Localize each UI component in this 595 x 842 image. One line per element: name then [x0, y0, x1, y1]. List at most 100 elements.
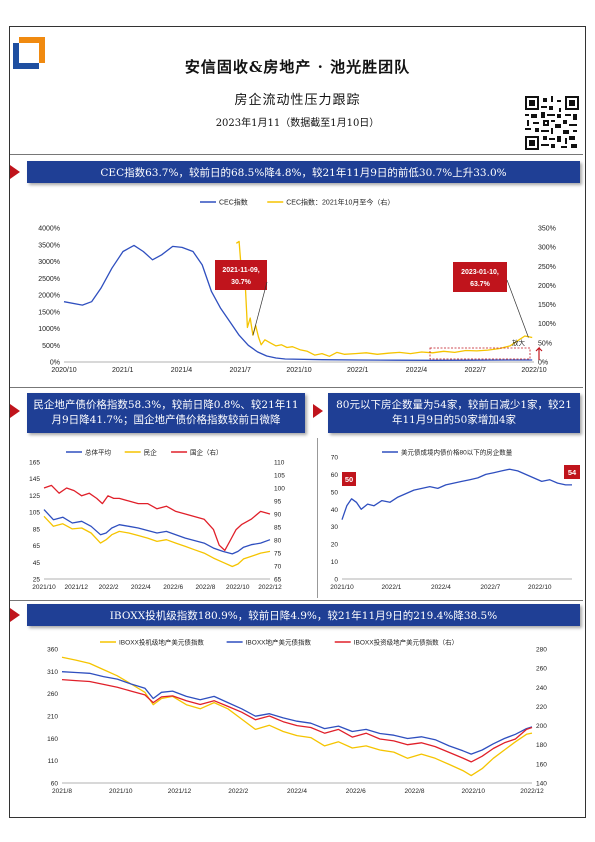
vertical-divider: [317, 438, 318, 598]
y-left-tick-label: 60: [51, 781, 59, 788]
y-right-tick-label: 85: [274, 525, 282, 532]
y-right-tick-label: 80: [274, 538, 282, 545]
cec-chart: 0% 500% 1000% 1500% 2000% 2500% 3000% 3500% 4000…: [38, 198, 556, 375]
legend-entry: 美元债成境内债价格80以下的房企数量: [401, 448, 513, 457]
callout-box: [564, 465, 580, 479]
x-tick-label: 2022/12: [520, 788, 544, 795]
x-tick-label: 2021/12: [65, 584, 89, 591]
x-tick-label: 2022/7: [480, 584, 500, 591]
x-tick-label: 2022/10: [462, 788, 486, 795]
y-left-tick-label: 3000%: [38, 259, 60, 266]
x-tick-label: 2022/6: [346, 788, 366, 795]
y-right-tick-label: 200%: [538, 283, 556, 290]
callout-leader: [506, 279, 529, 338]
report-date: 2023年1月11（数据截至1月10日）: [215, 118, 380, 129]
y-right-tick-label: 160: [536, 761, 547, 768]
banner-count: 80元以下房企数量为54家，较前日减少1家，较21年11月9日的50家增加4家: [328, 393, 580, 433]
qr-code: [525, 96, 579, 150]
y-right-tick-label: 140: [536, 781, 547, 788]
zoom-label: 放大: [512, 338, 526, 347]
y-right-tick-label: 200: [536, 723, 547, 730]
x-tick-label: 2021/10: [32, 584, 56, 591]
legend-entry: IBOXX投资级地产美元债指数（右）: [354, 638, 458, 647]
x-tick-label: 2022/8: [195, 584, 215, 591]
callout-value: 54: [568, 468, 577, 477]
x-tick-label: 2022/10: [521, 367, 546, 374]
x-tick-label: 2022/8: [405, 788, 425, 795]
y-right-tick-label: 100: [274, 486, 285, 493]
y-left-tick-label: 50: [331, 489, 339, 496]
banner-private: 民企地产债价格指数58.3%，较前日降0.8%、较21年11月9日降41.7%；…: [27, 393, 305, 433]
callout-leader: [252, 281, 268, 336]
y-left-tick-label: 0: [334, 577, 338, 584]
callout-value: 50: [345, 475, 353, 484]
y-left-tick-label: 145: [29, 476, 40, 483]
series-line: [43, 484, 271, 552]
y-right-tick-label: 220: [536, 704, 547, 711]
y-left-tick-label: 1000%: [38, 326, 60, 333]
series-line: [235, 240, 533, 357]
y-right-tick-label: 0%: [538, 360, 548, 367]
y-left-tick-label: 65: [33, 543, 41, 550]
y-left-tick-label: 310: [47, 669, 58, 676]
legend-entry: 民企: [144, 448, 158, 457]
y-left-tick-label: 210: [47, 714, 58, 721]
section-arrow-cec: [10, 165, 20, 179]
y-right-tick-label: 50%: [538, 340, 552, 347]
brand-logo: [13, 37, 45, 69]
y-left-tick-label: 85: [33, 526, 41, 533]
callout-box: [453, 262, 507, 292]
y-right-tick-label: 180: [536, 742, 547, 749]
y-left-tick-label: 10: [331, 559, 339, 566]
y-right-tick-label: 70: [274, 564, 282, 571]
y-left-tick-label: 160: [47, 736, 58, 743]
x-tick-label: 2021/12: [168, 788, 192, 795]
legend-entry: CEC指数：2021年10月至今（右）: [286, 198, 394, 207]
callout-date: 2023-01-10,: [461, 269, 499, 276]
y-left-tick-label: 20: [331, 542, 339, 549]
y-right-tick-label: 105: [274, 473, 285, 480]
y-left-tick-label: 3500%: [38, 242, 60, 249]
section-arrow-count: [313, 404, 323, 418]
x-tick-label: 2021/1: [112, 367, 134, 374]
x-tick-label: 2021/10: [330, 584, 354, 591]
y-left-tick-label: 1500%: [38, 309, 60, 316]
company-count-chart: 0 10 20 30 40 50 60 70 2021/10 2022/1 2022/4 2022/7…: [330, 448, 580, 591]
y-left-tick-label: 110: [48, 758, 59, 765]
y-left-tick-label: 0%: [50, 360, 60, 367]
section-arrow-iboxx: [10, 608, 20, 622]
series-line: [63, 244, 533, 361]
header-divider: [10, 154, 583, 155]
callout-value: 63.7%: [470, 281, 491, 288]
private-bond-chart: 25 45 65 85 105 125 145 165 65 70 75 80 85 90 95 100 105…: [29, 448, 285, 592]
y-left-tick-label: 60: [331, 472, 339, 479]
y-right-tick-label: 90: [274, 512, 282, 519]
series-line: [43, 515, 271, 568]
y-left-tick-label: 70: [331, 455, 339, 462]
y-right-tick-label: 110: [274, 460, 285, 467]
zoom-arrow: [535, 346, 543, 360]
x-tick-label: 2022/6: [163, 584, 183, 591]
series-line: [61, 656, 533, 777]
legend-entry: CEC指数: [219, 198, 248, 207]
x-tick-label: 2022/7: [465, 367, 487, 374]
y-right-tick-label: 260: [536, 666, 547, 673]
x-tick-label: 2020/10: [51, 367, 76, 374]
page-frame: [9, 26, 586, 818]
report-title: 安信固收&房地产 · 池光胜团队: [184, 58, 411, 76]
legend-entry: 国企（右）: [190, 448, 223, 457]
y-left-tick-label: 25: [33, 577, 41, 584]
x-tick-label: 2022/10: [528, 584, 552, 591]
x-tick-label: 2022/12: [258, 584, 282, 591]
legend-entry: IBOXX投机级地产美元债指数: [119, 638, 204, 647]
zoom-box: [429, 347, 531, 360]
y-left-tick-label: 40: [331, 507, 339, 514]
y-left-tick-label: 125: [29, 493, 40, 500]
x-tick-label: 2022/4: [431, 584, 451, 591]
x-tick-label: 2022/1: [382, 584, 402, 591]
y-left-tick-label: 2000%: [38, 293, 60, 300]
y-left-tick-label: 165: [29, 460, 40, 467]
callout-box: [215, 260, 267, 290]
series-line: [61, 678, 533, 763]
y-left-tick-label: 4000%: [38, 226, 60, 233]
